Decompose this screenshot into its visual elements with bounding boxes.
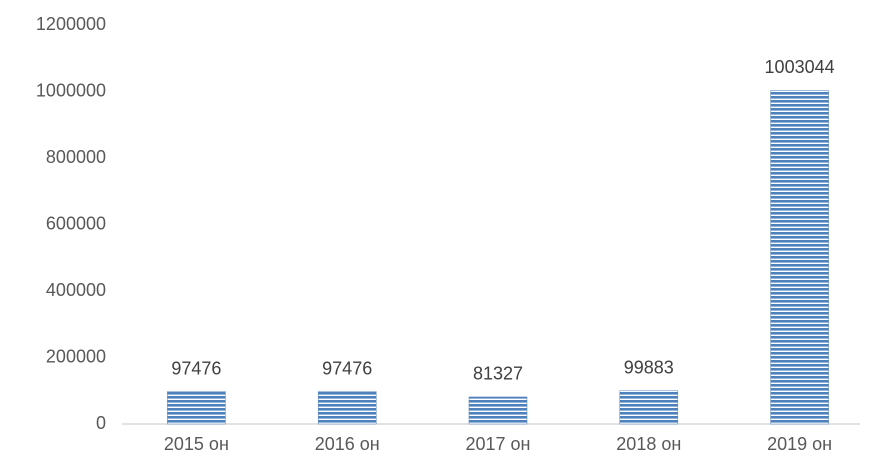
data-label: 81327 (473, 364, 523, 384)
bar (468, 396, 528, 425)
bar (167, 391, 226, 425)
bar (770, 90, 829, 425)
y-tick-label: 200000 (46, 346, 106, 366)
x-tick-label: 2018 он (616, 434, 681, 454)
y-tick-label: 1000000 (36, 80, 106, 100)
y-tick-label: 400000 (46, 280, 106, 300)
x-tick-label: 2019 он (767, 434, 832, 454)
x-tick-label: 2015 он (164, 434, 229, 454)
x-tick-label: 2016 он (315, 434, 380, 454)
y-tick-label: 800000 (46, 147, 106, 167)
y-tick-label: 1200000 (36, 14, 106, 34)
data-label: 97476 (322, 358, 372, 378)
y-tick-label: 600000 (46, 213, 106, 233)
y-tick-label: 0 (96, 413, 106, 433)
data-label: 99883 (624, 358, 674, 378)
x-tick-label: 2017 он (466, 434, 531, 454)
bar (317, 391, 377, 425)
bar (619, 390, 679, 425)
data-label: 97476 (171, 358, 221, 378)
data-label: 1003044 (765, 57, 835, 77)
